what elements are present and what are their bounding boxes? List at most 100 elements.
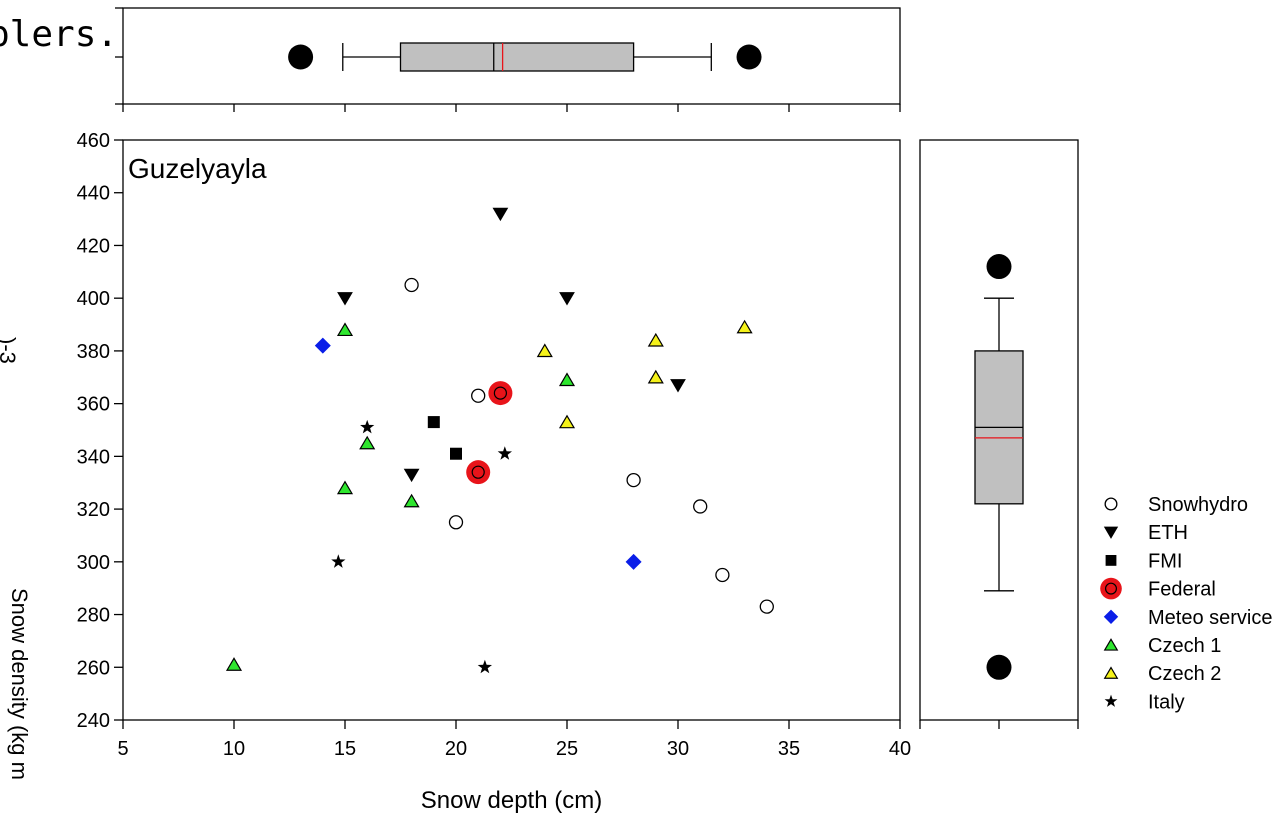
data-point — [403, 493, 420, 508]
data-point — [448, 515, 464, 530]
data-point — [693, 499, 708, 514]
series-czech-2 — [536, 319, 753, 429]
federal-outer-ring — [1100, 577, 1122, 600]
data-point — [559, 292, 575, 306]
legend-marker — [1103, 666, 1119, 679]
data-point — [492, 207, 509, 222]
data-point — [477, 659, 492, 674]
y-tick-label: 340 — [77, 446, 110, 468]
box-outlier — [288, 44, 314, 70]
y-tick-label: 280 — [77, 605, 110, 627]
right-box-panel — [919, 139, 1079, 729]
data-point — [497, 446, 512, 460]
legend-marker — [1103, 638, 1119, 651]
y-tick-label: 380 — [77, 341, 110, 363]
data-point — [626, 472, 641, 488]
data-point — [427, 416, 440, 429]
series-italy — [331, 419, 512, 674]
data-point — [536, 343, 553, 358]
federal-outer-ring — [466, 460, 491, 485]
x-axis-label: Snow depth (cm) — [421, 787, 602, 814]
data-point — [647, 369, 664, 384]
y-tick-label: 300 — [77, 552, 110, 574]
legend-marker — [1103, 609, 1119, 624]
legend-label: Meteo service — [1148, 607, 1273, 629]
box-body — [399, 42, 635, 72]
legend-marker — [1104, 497, 1118, 511]
legend-label: FMI — [1148, 550, 1182, 572]
x-tick-label: 30 — [667, 738, 689, 760]
x-tick-label: 40 — [889, 738, 911, 760]
data-point — [336, 480, 354, 495]
data-point — [558, 372, 576, 387]
legend-label: Czech 1 — [1148, 635, 1221, 657]
y-tick-label: 460 — [77, 130, 110, 152]
y-tick-label: 440 — [77, 183, 110, 205]
legend-marker — [1100, 577, 1122, 600]
y-axis-label-group: )-3 Snow density (kg m — [0, 337, 32, 780]
y-tick-label: 400 — [77, 288, 110, 310]
data-point — [404, 277, 419, 293]
data-point — [336, 322, 354, 337]
legend-label: Italy — [1148, 691, 1185, 713]
data-point — [337, 292, 353, 306]
series-fmi — [427, 416, 462, 460]
data-point — [331, 554, 346, 568]
legend-label: ETH — [1148, 522, 1188, 544]
legend-label: Czech 2 — [1148, 663, 1221, 685]
y-tick-label: 320 — [77, 499, 110, 521]
data-point — [466, 460, 491, 485]
top-box-panel — [115, 7, 901, 112]
data-point — [759, 599, 774, 614]
y-axis-label-fragment: )-3 — [0, 337, 20, 364]
data-point — [647, 332, 664, 347]
data-point — [625, 553, 642, 570]
legend-label: Snowhydro — [1148, 494, 1248, 516]
box-outlier — [736, 44, 762, 70]
series-federal — [466, 381, 513, 485]
data-point — [715, 567, 730, 583]
box-outlier — [986, 254, 1012, 280]
x-tick-label: 5 — [117, 738, 128, 760]
series-czech-1 — [225, 322, 576, 671]
federal-inner-ring — [471, 465, 485, 479]
y-tick-label: 360 — [77, 394, 110, 416]
caption-layer: plers. — [0, 14, 118, 55]
data-point — [670, 379, 686, 393]
y-tick-label: 420 — [77, 235, 110, 257]
series-snowhydro — [404, 277, 774, 614]
x-tick-label: 35 — [778, 738, 800, 760]
legend-marker — [1103, 526, 1119, 539]
scatter-panel: 5 10 15 20 25 30 35 40 240 260 280 300 320 340 360 380 4… — [77, 130, 912, 814]
legend-marker — [1105, 555, 1117, 566]
federal-inner-ring — [1104, 582, 1117, 595]
data-point — [360, 419, 375, 434]
legend-marker — [1104, 694, 1118, 707]
federal-inner-ring — [493, 386, 507, 400]
data-point — [558, 414, 576, 429]
clipped-caption-text: plers. — [0, 14, 118, 55]
data-point — [359, 435, 376, 450]
series-meteo-service — [314, 337, 642, 570]
federal-outer-ring — [488, 381, 513, 406]
y-tick-label: 240 — [77, 710, 110, 732]
data-point — [314, 337, 331, 354]
plot-area-frame — [122, 139, 901, 721]
data-point — [471, 388, 486, 403]
data-point — [450, 447, 462, 460]
y-tick-label: 260 — [77, 657, 110, 679]
series-eth — [337, 207, 686, 483]
legend-label: Federal — [1148, 579, 1216, 601]
x-tick-label: 25 — [556, 738, 578, 760]
x-tick-label: 15 — [334, 738, 356, 760]
box-outlier — [986, 654, 1012, 680]
chart-title: Guzelyayla — [128, 153, 267, 184]
data-point — [736, 319, 753, 334]
data-point — [488, 381, 513, 406]
data-point — [225, 657, 243, 671]
data-point — [403, 468, 420, 483]
x-tick-label: 20 — [445, 738, 467, 760]
y-axis-label: Snow density (kg m — [7, 588, 32, 780]
legend: Snowhydro ETH FMI Federal Meteo service Czech… — [1100, 494, 1273, 713]
